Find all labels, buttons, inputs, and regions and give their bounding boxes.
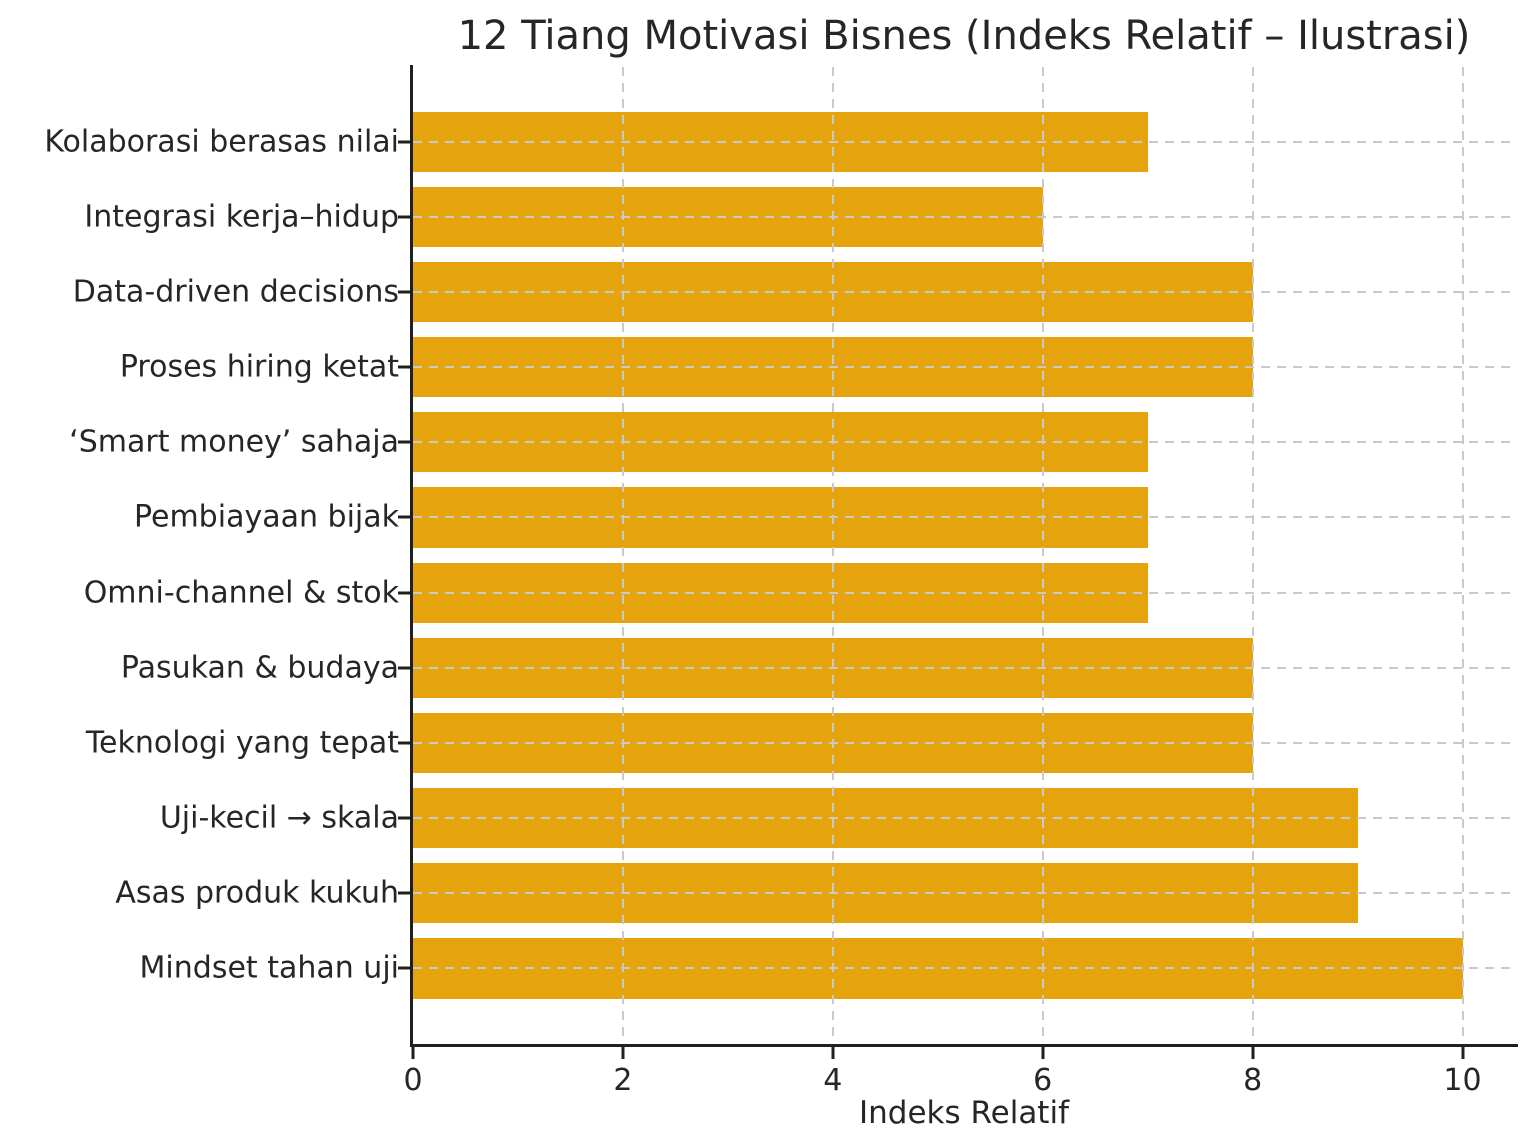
vertical-gridline (621, 67, 624, 1043)
horizontal-gridline (413, 666, 1515, 669)
x-tick-label: 10 (1443, 1063, 1482, 1098)
x-tick-mark (1251, 1047, 1255, 1059)
category-label: Proses hiring ketat (119, 349, 399, 385)
x-axis-spine (410, 1044, 1518, 1047)
x-tick-label: 6 (1033, 1063, 1053, 1098)
x-tick-mark (621, 1047, 625, 1059)
vertical-gridline (1251, 67, 1254, 1043)
horizontal-gridline (413, 366, 1515, 369)
chart-row: Uji-kecil → skala (160, 781, 1515, 856)
chart-row: Mindset tahan uji (140, 931, 1515, 1006)
chart-row: ‘Smart money’ sahaja (69, 405, 1515, 480)
bar-rows: Kolaborasi berasas nilai Integrasi kerja–… (44, 67, 1515, 1043)
vertical-gridline (1041, 67, 1044, 1043)
horizontal-gridline (413, 441, 1515, 444)
y-axis-spine (410, 65, 413, 1047)
y-tick-mark (398, 215, 410, 219)
x-tick-mark (831, 1047, 835, 1059)
category-label: Data-driven decisions (72, 274, 399, 310)
horizontal-gridline (413, 215, 1515, 218)
horizontal-gridline (413, 516, 1515, 519)
chart-row: Pasukan & budaya (121, 630, 1515, 705)
y-tick-mark (398, 365, 410, 369)
chart-row: Data-driven decisions (73, 254, 1515, 329)
x-tick-label: 2 (613, 1063, 633, 1098)
category-label: Omni-channel & stok (83, 575, 399, 611)
category-label: ‘Smart money’ sahaja (69, 424, 399, 460)
y-tick-mark (398, 140, 410, 144)
category-label: Asas produk kukuh (115, 875, 399, 911)
y-tick-mark (398, 591, 410, 595)
horizontal-gridline (413, 140, 1515, 143)
category-label: Integrasi kerja–hidup (84, 199, 399, 235)
chart-row: Proses hiring ketat (120, 330, 1515, 405)
category-label: Pasukan & budaya (120, 650, 399, 686)
category-label: Pembiayaan bijak (133, 499, 399, 535)
plot-area: Kolaborasi berasas nilai Integrasi kerja–… (44, 67, 1515, 1043)
y-tick-mark (398, 290, 410, 294)
horizontal-gridline (413, 892, 1515, 895)
y-tick-mark (398, 966, 410, 970)
chart-title: 12 Tiang Motivasi Bisnes (Indeks Relatif… (457, 13, 1471, 59)
y-tick-mark (398, 515, 410, 519)
horizontal-gridline (413, 967, 1515, 970)
category-label: Kolaborasi berasas nilai (44, 124, 399, 160)
category-label: Uji-kecil → skala (159, 800, 399, 836)
x-tick-mark (1041, 1047, 1045, 1059)
horizontal-gridline (413, 817, 1515, 820)
chart-row: Pembiayaan bijak (134, 480, 1515, 555)
chart-row: Teknologi yang tepat (86, 705, 1515, 780)
x-tick-label: 4 (823, 1063, 843, 1098)
category-label: Mindset tahan uji (139, 950, 399, 986)
chart-row: Omni-channel & stok (84, 555, 1515, 630)
horizontal-gridline (413, 741, 1515, 744)
vertical-gridline (1461, 67, 1464, 1043)
x-axis-label: Indeks Relatif (858, 1095, 1069, 1131)
y-tick-mark (398, 891, 410, 895)
y-tick-mark (398, 666, 410, 670)
vertical-gridline (831, 67, 834, 1043)
y-tick-mark (398, 816, 410, 820)
x-tick-mark (411, 1047, 415, 1059)
chart-row: Integrasi kerja–hidup (84, 179, 1515, 254)
x-tick-label: 8 (1243, 1063, 1263, 1098)
chart-row: Asas produk kukuh (115, 856, 1515, 931)
category-label: Teknologi yang tepat (85, 725, 399, 761)
x-tick-mark (1461, 1047, 1465, 1059)
y-tick-mark (398, 741, 410, 745)
chart-row: Kolaborasi berasas nilai (44, 104, 1515, 179)
x-axis-ticks: 0 2 4 6 8 10 (403, 1047, 1515, 1137)
horizontal-gridline (413, 290, 1515, 293)
y-tick-mark (398, 440, 410, 444)
horizontal-gridline (413, 591, 1515, 594)
x-tick-label: 0 (403, 1063, 423, 1098)
